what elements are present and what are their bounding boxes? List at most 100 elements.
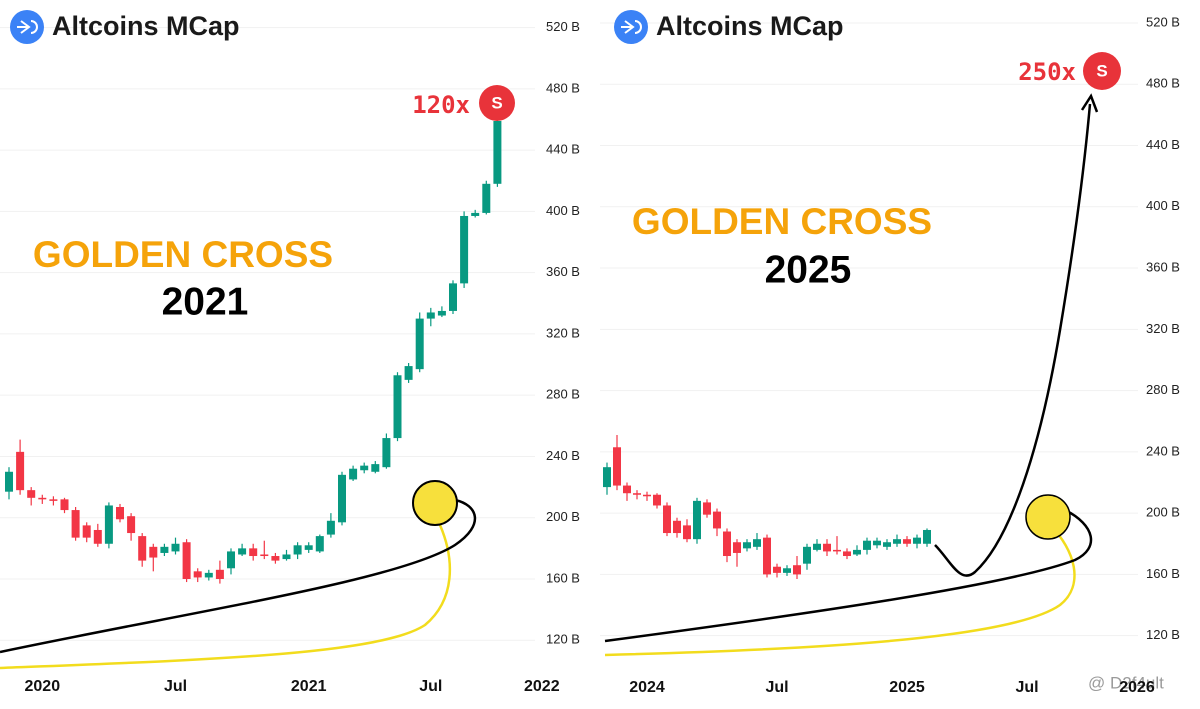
candle-body [493,121,502,184]
candle-body [38,497,47,500]
y-tick-label: 400 B [1146,198,1180,213]
candle-body [5,471,13,492]
candle-body [138,536,147,561]
candle-body [773,566,781,573]
candle-body [404,366,413,380]
y-tick-label: 200 B [1146,505,1180,520]
candle-body [82,525,91,538]
candle-body [215,569,224,579]
x-tick-label: Jul [419,678,442,695]
title-icon-glyph [17,20,38,34]
y-tick-label: 120 B [1146,627,1180,642]
candle-body [743,542,751,549]
candle-body [426,312,435,319]
x-tick-label: 2022 [524,678,560,695]
candle-body [27,490,36,498]
candle-body [238,548,247,555]
candle-body [16,451,25,491]
signal-text: S [491,93,502,112]
candle-body [883,542,891,547]
candle-body [71,510,80,538]
yellow-curve [0,524,451,670]
chart-title: Altcoins MCap [52,11,240,41]
candle-body [833,549,841,552]
x-tick-label: Jul [765,679,788,696]
y-tick-label: 440 B [1146,137,1180,152]
x-tick-label: Jul [1015,679,1038,696]
black-curve [604,508,1093,643]
candle-body [360,465,369,471]
candle-body [60,499,69,511]
candle-layer [5,117,931,584]
y-tick-label: 360 B [1146,259,1180,274]
candle-body [49,499,58,501]
candle-body [733,542,741,553]
y-tick-label: 280 B [1146,382,1180,397]
candle-body [793,565,801,575]
candle-body [249,548,258,557]
x-tick-label: 2025 [889,679,925,696]
candle-body [371,464,380,472]
year-label: 2025 [765,248,852,291]
black-curve [0,498,477,654]
candle-body [923,529,931,544]
candle-body [783,568,791,573]
x-tick-label: 2021 [291,678,327,695]
candle-body [182,542,191,579]
x-tick-label: 2024 [629,679,665,696]
y-tick-label: 160 B [1146,566,1180,581]
candle-body [104,505,113,544]
year-label: 2021 [162,280,249,323]
y-tick-label: 200 B [546,509,580,524]
y-tick-label: 320 B [546,325,580,340]
candle-body [227,551,235,569]
candle-body [326,520,335,535]
candle-body [643,494,651,497]
y-tick-label: 240 B [546,448,580,463]
candle-body [683,525,691,540]
y-tick-label: 400 B [546,203,580,218]
candle-body [193,571,202,578]
candle-body [693,500,701,540]
candle-body [382,438,391,468]
candle-body [338,474,346,523]
candle-body [713,511,721,529]
y-tick-label: 360 B [546,264,580,279]
candle-body [853,549,861,555]
candle-body [763,537,771,575]
candle-body [613,447,621,486]
candle-body [93,529,102,544]
chart-title: Altcoins MCap [656,11,844,41]
candle-body [603,467,611,488]
cross-marker [412,480,458,526]
candle-body [893,539,901,544]
candle-body [653,494,661,506]
y-tick-label: 520 B [1146,14,1180,29]
signal-badge [479,85,515,121]
candle-body [703,502,711,515]
candle-body [903,539,911,544]
projection-arrow [934,103,1092,577]
label-layer: 120 B 160 B 200 B 240 B 280 B 320 B 360 B 400 B… [25,14,1180,696]
x-tick-label: 2026 [1119,679,1155,696]
y-tick-label: 160 B [546,570,580,585]
candle-body [863,540,871,550]
candle-body [471,212,480,216]
candle-body [304,545,313,550]
multiplier: 250x [1018,58,1076,86]
candle-body [393,375,402,439]
candle-body [663,505,671,534]
y-tick-label: 240 B [1146,443,1180,458]
y-tick-label: 520 B [546,19,580,34]
candle-body [843,551,851,557]
signal-text: S [1096,61,1107,80]
candle-body [913,537,921,544]
candle-body [349,468,358,480]
candle-body [415,318,424,370]
candle-body [116,507,124,520]
y-tick-label: 280 B [546,387,580,402]
y-tick-label: 120 B [546,632,580,647]
candle-body [633,493,641,495]
